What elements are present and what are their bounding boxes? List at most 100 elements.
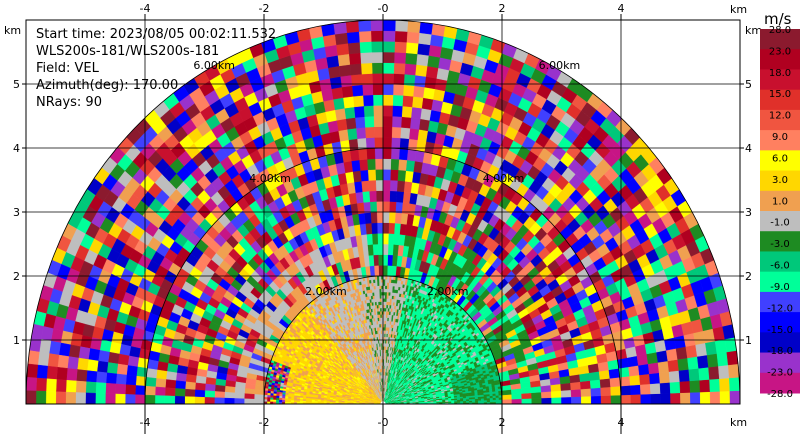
velocity-cell	[382, 211, 390, 223]
velocity-cell	[541, 397, 552, 405]
velocity-cell	[521, 392, 532, 399]
velocity-cell	[630, 384, 641, 395]
velocity-cell	[719, 377, 731, 392]
velocity-cell	[678, 369, 690, 382]
velocity-cell	[609, 377, 621, 388]
velocity-cell	[729, 390, 741, 405]
velocity-cell	[234, 392, 245, 399]
velocity-cell	[77, 357, 89, 371]
velocity-cell	[404, 52, 418, 65]
velocity-cell	[105, 382, 117, 395]
velocity-cell	[366, 158, 376, 171]
velocity-cell	[224, 397, 235, 405]
velocity-cell	[398, 148, 409, 161]
velocity-cell	[426, 55, 441, 69]
velocity-cell	[630, 394, 642, 405]
velocity-cell	[521, 398, 532, 405]
velocity-cell	[165, 371, 177, 381]
velocity-cell	[398, 159, 408, 171]
velocity-cell	[429, 109, 441, 123]
velocity-cell	[387, 233, 395, 245]
velocity-cell	[571, 396, 582, 405]
velocity-cell	[382, 254, 389, 266]
velocity-cell	[561, 396, 572, 405]
velocity-cell	[58, 342, 71, 357]
velocity-cell	[729, 376, 740, 392]
velocity-cell	[489, 399, 494, 403]
velocity-cell	[403, 181, 413, 193]
velocity-cell	[377, 243, 384, 255]
velocity-cell	[580, 388, 592, 397]
velocity-cell	[421, 97, 434, 111]
velocity-cell	[154, 386, 166, 397]
velocity-cell	[55, 391, 67, 405]
velocity-cell	[610, 394, 622, 405]
velocity-cell	[382, 158, 392, 170]
velocity-cell	[718, 364, 730, 379]
velocity-cell	[404, 170, 414, 183]
velocity-cell	[334, 108, 346, 121]
velocity-cell	[389, 190, 398, 203]
velocity-cell	[400, 116, 412, 129]
velocity-cell	[620, 385, 631, 396]
velocity-cell	[486, 399, 491, 403]
velocity-cell	[346, 31, 360, 44]
velocity-cell	[382, 201, 390, 213]
velocity-cell	[373, 105, 384, 117]
velocity-cell	[126, 365, 138, 377]
velocity-cell	[346, 127, 358, 141]
velocity-cell	[580, 380, 591, 390]
velocity-cell	[364, 126, 375, 139]
velocity-cell	[400, 212, 409, 225]
velocity-cell	[56, 366, 68, 381]
velocity-cell	[581, 395, 592, 405]
velocity-cell	[414, 150, 425, 163]
velocity-cell	[377, 254, 384, 266]
velocity-cell	[86, 370, 98, 383]
velocity-cell	[329, 76, 342, 90]
velocity-cell	[427, 120, 439, 133]
velocity-cell	[45, 378, 57, 392]
velocity-cell	[144, 394, 156, 405]
velocity-cell	[589, 379, 601, 389]
velocity-cell	[405, 41, 419, 55]
velocity-cell	[124, 394, 136, 405]
velocity-cell	[332, 97, 345, 111]
velocity-cell	[253, 398, 265, 405]
velocity-cell	[76, 369, 88, 382]
velocity-cell	[135, 385, 146, 396]
velocity-cell	[570, 388, 582, 398]
velocity-cell	[708, 365, 720, 380]
velocity-cell	[224, 391, 235, 399]
velocity-cell	[390, 147, 400, 160]
velocity-cell	[531, 397, 542, 405]
velocity-cell	[382, 94, 394, 106]
velocity-cell	[560, 389, 572, 398]
velocity-cell	[495, 397, 500, 400]
velocity-cell	[699, 391, 711, 405]
velocity-cell	[144, 385, 156, 396]
velocity-cell	[204, 390, 216, 398]
velocity-cell	[639, 383, 651, 395]
velocity-cell	[402, 84, 415, 97]
velocity-cell	[371, 233, 379, 245]
velocity-cell	[560, 382, 572, 391]
velocity-cell	[234, 398, 245, 405]
velocity-cell	[75, 392, 86, 405]
velocity-cell	[391, 126, 402, 139]
velocity-cell	[388, 211, 396, 224]
velocity-cell	[649, 372, 661, 385]
velocity-cell	[372, 94, 384, 106]
velocity-cell	[214, 391, 225, 399]
velocity-cell	[382, 233, 389, 245]
velocity-cell	[382, 126, 393, 138]
velocity-cell	[361, 180, 370, 193]
velocity-cell	[374, 158, 384, 170]
velocity-cell	[376, 201, 384, 213]
velocity-cell	[115, 383, 127, 395]
velocity-cell	[358, 30, 372, 43]
velocity-cell	[406, 31, 420, 44]
velocity-cell	[97, 350, 110, 363]
velocity-cell	[665, 348, 678, 362]
